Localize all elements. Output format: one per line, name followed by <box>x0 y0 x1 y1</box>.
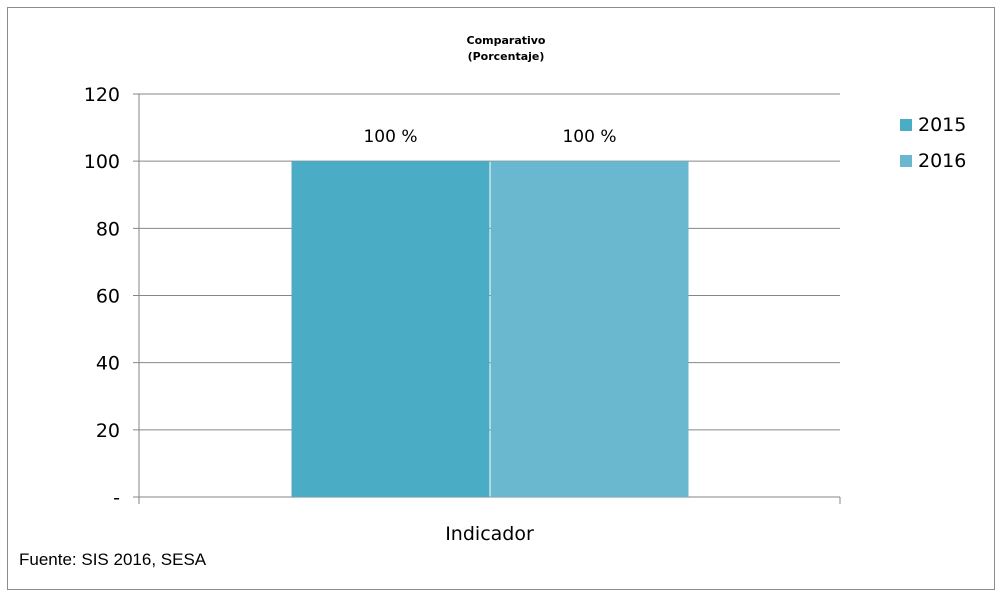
y-tick-label: 80 <box>96 218 120 240</box>
x-category-label: Indicador <box>445 523 534 545</box>
y-tick-label: - <box>113 487 120 509</box>
legend-label-2015: 2015 <box>918 114 966 136</box>
data-labels: 100 % 100 % <box>363 127 616 147</box>
y-tick-label: 60 <box>96 286 120 308</box>
legend-label-2016: 2016 <box>918 150 966 172</box>
data-label-2015: 100 % <box>363 127 417 147</box>
legend-swatch-2016 <box>900 155 912 167</box>
y-tick-label: 120 <box>84 84 120 106</box>
y-tick-label: 40 <box>96 353 120 375</box>
bars <box>291 161 689 497</box>
legend: 2015 2016 <box>900 114 966 172</box>
source-note: Fuente: SIS 2016, SESA <box>19 550 207 569</box>
y-tick-label: 100 <box>84 151 120 173</box>
bar-2016 <box>490 161 689 497</box>
bar-2015 <box>291 161 490 497</box>
data-label-2016: 100 % <box>562 127 616 147</box>
chart-subtitle: (Porcentaje) <box>468 50 545 63</box>
legend-swatch-2015 <box>900 119 912 131</box>
y-tick-label: 20 <box>96 420 120 442</box>
chart-title: Comparativo <box>467 34 546 47</box>
